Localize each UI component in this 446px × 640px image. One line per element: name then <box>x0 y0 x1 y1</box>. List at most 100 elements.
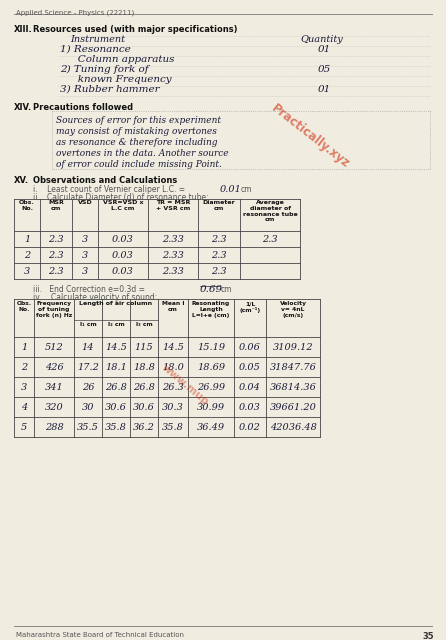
Text: 0.04: 0.04 <box>239 383 261 392</box>
Text: 1: 1 <box>21 342 27 351</box>
Text: 0.03: 0.03 <box>112 234 134 243</box>
Text: 2.3: 2.3 <box>211 266 227 275</box>
Text: 18.1: 18.1 <box>105 362 127 371</box>
Text: 39661.20: 39661.20 <box>269 403 317 412</box>
Text: 01: 01 <box>318 85 331 94</box>
Text: 2.3: 2.3 <box>48 234 64 243</box>
Text: www.mup: www.mup <box>160 362 211 408</box>
Text: 30.6: 30.6 <box>133 403 155 412</box>
Text: Observations and Calculations: Observations and Calculations <box>33 176 177 185</box>
Text: 3109.12: 3109.12 <box>273 342 313 351</box>
Text: 2: 2 <box>24 250 30 259</box>
Text: 341: 341 <box>45 383 63 392</box>
Text: 18.8: 18.8 <box>133 362 155 371</box>
Text: 26.8: 26.8 <box>105 383 127 392</box>
Text: XV.: XV. <box>14 176 29 185</box>
Text: 115: 115 <box>135 342 153 351</box>
Text: 2.3: 2.3 <box>211 250 227 259</box>
Text: Obs.
No.: Obs. No. <box>17 301 32 312</box>
Text: 0.69: 0.69 <box>200 285 223 294</box>
Text: Quantity: Quantity <box>300 35 343 44</box>
Text: 36.49: 36.49 <box>197 422 225 431</box>
Text: 15.19: 15.19 <box>197 342 225 351</box>
Text: as resonance & therefore including: as resonance & therefore including <box>56 138 218 147</box>
Text: 0.03: 0.03 <box>239 403 261 412</box>
Text: 0.01: 0.01 <box>220 185 242 194</box>
Text: 30.99: 30.99 <box>197 403 225 412</box>
Text: 3: 3 <box>82 250 88 259</box>
Text: iv.    Calculate velocity of sound:: iv. Calculate velocity of sound: <box>33 293 157 302</box>
Text: 36.2: 36.2 <box>133 422 155 431</box>
Text: 14.5: 14.5 <box>162 342 184 351</box>
Text: Sources of error for this experiment: Sources of error for this experiment <box>56 116 221 125</box>
Text: 5: 5 <box>21 422 27 431</box>
Text: 14: 14 <box>82 342 94 351</box>
Text: 1) Resonance: 1) Resonance <box>60 45 131 54</box>
Text: 2.3: 2.3 <box>262 234 278 243</box>
Text: Obs.
No.: Obs. No. <box>19 200 35 211</box>
Text: 18.69: 18.69 <box>197 362 225 371</box>
Text: 426: 426 <box>45 362 63 371</box>
Text: Resonating
Length
L=l+e (cm): Resonating Length L=l+e (cm) <box>192 301 230 317</box>
Text: 26.99: 26.99 <box>197 383 225 392</box>
Text: 1/L
(cm⁻¹): 1/L (cm⁻¹) <box>240 301 260 313</box>
Text: l₁ cm: l₁ cm <box>80 322 96 327</box>
Text: Column apparatus: Column apparatus <box>68 55 174 64</box>
Text: l₃ cm: l₃ cm <box>136 322 153 327</box>
Text: Precautions followed: Precautions followed <box>33 103 133 112</box>
Text: Mean l
cm: Mean l cm <box>162 301 184 312</box>
Text: 0.06: 0.06 <box>239 342 261 351</box>
Text: iii.   End Correction e=0.3d =: iii. End Correction e=0.3d = <box>33 285 147 294</box>
Text: Diameter
cm: Diameter cm <box>202 200 235 211</box>
Text: Velocity
v= 4nL
(cm/s): Velocity v= 4nL (cm/s) <box>280 301 306 317</box>
Text: 0.02: 0.02 <box>239 422 261 431</box>
Text: 2.3: 2.3 <box>48 250 64 259</box>
Text: Practically.xyz: Practically.xyz <box>268 102 351 170</box>
Text: 2.33: 2.33 <box>162 250 184 259</box>
Text: Instrument: Instrument <box>70 35 125 44</box>
Text: XIII.: XIII. <box>14 25 33 34</box>
Text: 4: 4 <box>21 403 27 412</box>
Text: 320: 320 <box>45 403 63 412</box>
Text: 2) Tuning fork of: 2) Tuning fork of <box>60 65 149 74</box>
Text: 2.33: 2.33 <box>162 234 184 243</box>
Text: 26: 26 <box>82 383 94 392</box>
Text: 2.3: 2.3 <box>211 234 227 243</box>
Text: 1: 1 <box>24 234 30 243</box>
Text: 18.0: 18.0 <box>162 362 184 371</box>
Text: 05: 05 <box>318 65 331 74</box>
Text: Maharashtra State Board of Technical Education: Maharashtra State Board of Technical Edu… <box>16 632 184 638</box>
Text: l₂ cm: l₂ cm <box>107 322 124 327</box>
Text: VSD: VSD <box>78 200 92 205</box>
Text: 30.3: 30.3 <box>162 403 184 412</box>
Text: 35.5: 35.5 <box>77 422 99 431</box>
Text: 35.8: 35.8 <box>105 422 127 431</box>
Text: Resources used (with major specifications): Resources used (with major specification… <box>33 25 238 34</box>
Text: overtones in the data. Another source: overtones in the data. Another source <box>56 149 229 158</box>
Text: 0.03: 0.03 <box>112 250 134 259</box>
Text: 0.05: 0.05 <box>239 362 261 371</box>
Text: 3) Rubber hammer: 3) Rubber hammer <box>60 85 160 94</box>
Text: 17.2: 17.2 <box>77 362 99 371</box>
Text: 2.3: 2.3 <box>48 266 64 275</box>
Text: Frequency
of tuning
fork (n) Hz: Frequency of tuning fork (n) Hz <box>36 301 72 317</box>
Text: known Frequency: known Frequency <box>68 75 172 84</box>
Text: 3: 3 <box>21 383 27 392</box>
Text: 01: 01 <box>318 45 331 54</box>
Text: Applied Science - Physics (22211): Applied Science - Physics (22211) <box>16 10 134 17</box>
Text: VSR=VSD x
L.C cm: VSR=VSD x L.C cm <box>103 200 143 211</box>
Text: 3: 3 <box>82 234 88 243</box>
Text: 35: 35 <box>422 632 434 640</box>
Text: 42036.48: 42036.48 <box>269 422 317 431</box>
Text: Length of air column: Length of air column <box>79 301 153 306</box>
Text: 26.8: 26.8 <box>133 383 155 392</box>
Text: 512: 512 <box>45 342 63 351</box>
Text: ii.   Calculate Diameter (d) of resonance tube:: ii. Calculate Diameter (d) of resonance … <box>33 193 209 202</box>
Text: 35.8: 35.8 <box>162 422 184 431</box>
Text: of error could include missing Point.: of error could include missing Point. <box>56 160 222 169</box>
Text: Average
diameter of
resonance tube
cm: Average diameter of resonance tube cm <box>243 200 297 222</box>
Text: TR = MSR
+ VSR cm: TR = MSR + VSR cm <box>156 200 190 211</box>
Text: may consist of mistaking overtones: may consist of mistaking overtones <box>56 127 217 136</box>
Text: 288: 288 <box>45 422 63 431</box>
Text: 3: 3 <box>82 266 88 275</box>
